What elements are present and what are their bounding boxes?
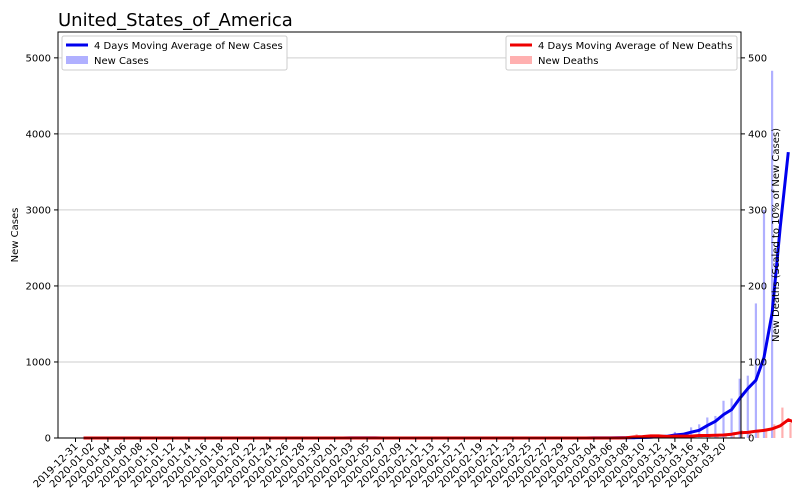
legend-cases-frame	[61, 35, 288, 71]
y2-tick-label: 300	[748, 205, 767, 216]
x-axis-ticks: 2019-12-312020-01-022020-01-042020-01-06…	[32, 438, 729, 490]
y2-axis-label: New Deaths (Scaled to 10% of New Cases)	[771, 128, 782, 342]
new-cases-bar	[722, 400, 725, 438]
legend-deaths-patch-swatch	[510, 56, 532, 64]
legend-cases-line-label: 4 Days Moving Average of New Cases	[94, 41, 283, 52]
y-tick-label: 5000	[26, 53, 51, 64]
y-tick-label: 2000	[26, 281, 51, 292]
y-tick-label: 4000	[26, 129, 51, 140]
moving-average-lines	[83, 151, 792, 440]
cases-moving-average-line	[83, 151, 790, 440]
chart-title: United_States_of_America	[58, 10, 293, 31]
new-cases-bar	[746, 375, 749, 438]
new-cases-bar	[738, 378, 741, 438]
y2-tick-label: 400	[748, 129, 767, 140]
y-tick-label: 1000	[26, 357, 51, 368]
new-cases-bars	[252, 70, 774, 439]
new-deaths-bar	[773, 424, 776, 438]
legend-deaths-line-label: 4 Days Moving Average of New Deaths	[538, 41, 732, 52]
legend-deaths: 4 Days Moving Average of New Deaths New …	[505, 35, 738, 71]
gridlines	[58, 57, 741, 439]
new-deaths-bar	[765, 428, 768, 438]
legend-deaths-frame	[505, 35, 738, 71]
new-cases-bar	[771, 70, 774, 439]
new-deaths-bar	[757, 429, 760, 438]
new-deaths-bar	[748, 432, 752, 438]
y2-tick-label: 200	[748, 281, 767, 292]
y2-tick-label: 0	[748, 434, 754, 445]
new-deaths-bar	[789, 422, 792, 438]
new-cases-bar	[762, 209, 766, 438]
legend-cases-patch-swatch	[66, 56, 88, 64]
new-cases-bar	[730, 398, 733, 438]
new-deaths-bar	[740, 430, 743, 438]
y-tick-label: 3000	[26, 205, 51, 216]
plot-frame	[57, 31, 742, 439]
y-axis-left-ticks: 0 1000 2000 3000 4000 5000	[26, 53, 58, 445]
legend-cases: 4 Days Moving Average of New Cases New C…	[61, 35, 288, 71]
new-deaths-bar	[724, 434, 727, 438]
y-axis-right-ticks: 0 100 200 300 400 500	[741, 53, 767, 445]
y2-tick-label: 100	[748, 357, 767, 368]
new-cases-bar	[706, 417, 709, 438]
legend-cases-patch-label: New Cases	[94, 56, 149, 67]
legend-deaths-patch-label: New Deaths	[538, 56, 598, 67]
y-tick-label: 0	[45, 434, 51, 445]
y-axis-label: New Cases	[10, 208, 21, 263]
y2-tick-label: 500	[748, 53, 767, 64]
new-cases-bar	[754, 303, 757, 438]
new-cases-bar	[714, 415, 717, 438]
